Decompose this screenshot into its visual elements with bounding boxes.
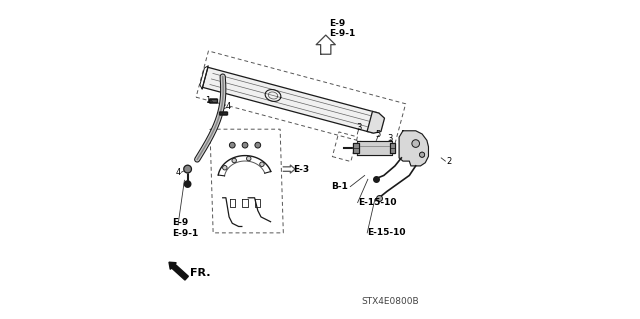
Text: E-3: E-3 bbox=[293, 165, 309, 174]
Text: 4: 4 bbox=[225, 102, 231, 111]
Text: 2: 2 bbox=[446, 157, 451, 166]
Text: 3: 3 bbox=[387, 134, 393, 143]
Polygon shape bbox=[184, 181, 191, 187]
Circle shape bbox=[260, 162, 264, 167]
Polygon shape bbox=[367, 111, 385, 133]
Text: FR.: FR. bbox=[190, 268, 211, 278]
Circle shape bbox=[420, 152, 424, 157]
Text: E-9
E-9-1: E-9 E-9-1 bbox=[329, 19, 355, 38]
Circle shape bbox=[242, 142, 248, 148]
Circle shape bbox=[232, 158, 236, 163]
FancyArrow shape bbox=[169, 262, 188, 280]
Circle shape bbox=[255, 142, 260, 148]
Text: E-9
E-9-1: E-9 E-9-1 bbox=[172, 219, 198, 238]
Text: STX4E0800B: STX4E0800B bbox=[362, 297, 419, 306]
Polygon shape bbox=[390, 143, 396, 153]
Text: 1: 1 bbox=[205, 96, 211, 105]
Polygon shape bbox=[356, 141, 392, 155]
Circle shape bbox=[412, 140, 420, 147]
Circle shape bbox=[229, 142, 235, 148]
Polygon shape bbox=[184, 165, 191, 173]
Circle shape bbox=[246, 156, 251, 161]
Text: 5: 5 bbox=[376, 130, 381, 139]
Text: B-1: B-1 bbox=[331, 182, 348, 191]
Text: E-15-10: E-15-10 bbox=[367, 228, 406, 237]
Text: 4: 4 bbox=[176, 168, 181, 177]
Text: E-15-10: E-15-10 bbox=[358, 198, 396, 207]
Text: 3: 3 bbox=[356, 123, 362, 132]
Circle shape bbox=[223, 166, 227, 170]
Polygon shape bbox=[202, 67, 379, 133]
Polygon shape bbox=[399, 131, 428, 166]
Polygon shape bbox=[353, 143, 358, 153]
